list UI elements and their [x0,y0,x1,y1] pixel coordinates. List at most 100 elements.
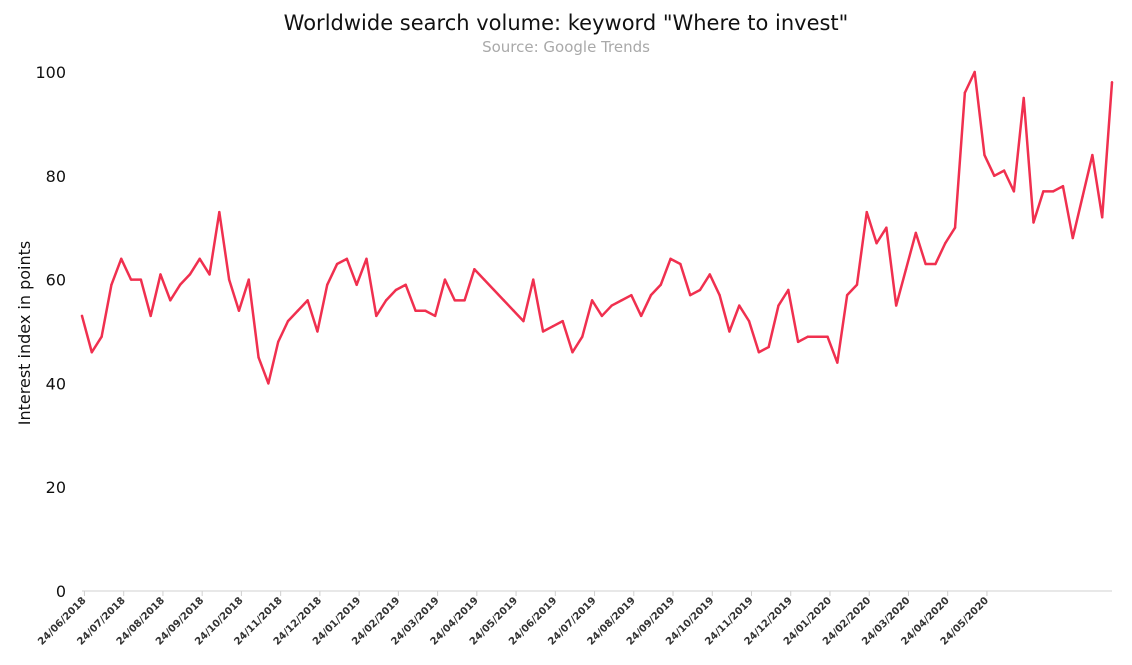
data-point [159,273,162,276]
data-point [630,293,633,297]
data-point [502,299,506,302]
data-point [512,309,515,312]
data-point [316,330,319,333]
data-point [787,288,790,292]
data-point [1042,190,1045,193]
data-point [286,319,290,323]
data-point [296,309,300,312]
data-point [914,231,918,235]
data-point [757,351,761,354]
data-point [169,299,172,302]
data-point [581,335,584,338]
data-point [453,299,456,302]
data-point [522,319,525,323]
data-point [836,361,839,364]
data-point [345,257,349,261]
data-point [649,293,653,297]
data-point [394,288,398,292]
data-point [365,257,368,261]
data-point [463,299,466,302]
data-point [610,304,613,307]
data-point [826,335,829,338]
data-point [541,330,545,333]
data-point [659,283,662,286]
data-point [218,210,221,214]
data-point [482,278,486,281]
data-point [885,226,888,229]
y-axis-ticks: 0 20 40 60 80 100 [35,63,66,601]
data-point [590,299,594,302]
data-point [120,257,123,261]
data-point [1071,236,1074,240]
data-point [1081,195,1084,198]
data-point [473,268,476,271]
data-point [492,288,496,292]
data-point [993,174,996,177]
data-point [208,273,211,276]
data-point [227,278,231,281]
data-point [688,293,692,297]
data-point [639,314,643,318]
y-tick-label: 100 [35,63,66,82]
data-point [149,314,152,318]
series-line [80,70,1114,385]
data-point [1002,169,1006,172]
y-tick-label: 40 [46,374,66,393]
data-point [247,278,250,281]
data-point [894,304,898,307]
data-point [306,299,309,302]
data-point [738,304,741,307]
data-point [1051,190,1055,193]
data-point [620,299,623,302]
data-point [326,283,329,286]
y-tick-label: 80 [46,167,66,186]
data-point [188,273,192,276]
data-point [433,314,437,318]
data-point [1032,221,1035,224]
data-point [375,314,378,318]
data-point [777,304,780,307]
data-point [934,262,937,266]
chart-subtitle: Source: Google Trends [482,38,650,56]
x-axis-ticks: 24/06/201824/07/201824/08/201824/09/2018… [36,591,991,648]
data-point [796,340,800,344]
data-point [845,293,849,297]
data-point [355,283,358,286]
data-point [865,210,868,214]
data-point [1061,184,1065,188]
data-point [561,319,564,323]
data-point [571,351,574,354]
data-point [198,257,201,261]
data-point [414,309,417,312]
data-point [953,226,957,229]
data-point [728,330,731,333]
data-point [698,288,702,292]
series-layer [80,70,1114,385]
data-point [335,262,339,266]
y-tick-label: 60 [46,271,66,290]
data-point [178,283,182,286]
data-point [718,293,721,297]
data-point [1012,190,1016,193]
data-point [443,278,447,281]
data-point [237,309,241,312]
data-point [1100,216,1104,219]
data-point [139,278,143,281]
data-point [1110,81,1114,84]
y-tick-label: 20 [46,478,66,497]
data-point [1022,96,1025,100]
data-point [600,314,604,318]
data-point [806,335,810,338]
data-point [424,309,427,312]
data-point [679,262,682,266]
data-point [532,278,535,281]
data-point [110,283,113,286]
data-point [404,283,407,286]
data-point [551,325,555,328]
data-point [963,91,967,94]
data-point [924,262,927,266]
data-point [80,314,84,318]
data-point [983,153,986,157]
chart-title: Worldwide search volume: keyword "Where … [284,11,849,35]
